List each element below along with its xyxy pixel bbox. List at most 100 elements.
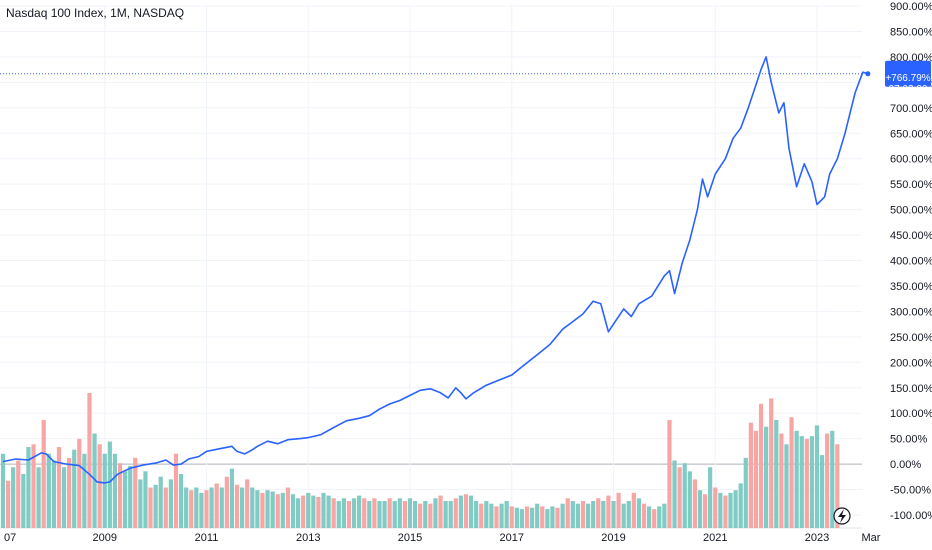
- volume-bar: [580, 501, 586, 528]
- x-tick-label: 2023: [805, 532, 829, 544]
- volume-bar: [336, 501, 341, 528]
- y-tick-label: 350.00%: [890, 281, 932, 293]
- volume-bar: [117, 463, 123, 528]
- chart-title: Nasdaq 100 Index, 1M, NASDAQ: [6, 6, 184, 20]
- volume-bar: [687, 471, 692, 528]
- y-tick-label: 850.00%: [890, 26, 932, 38]
- volume-bar: [535, 503, 540, 528]
- volume-bar: [753, 430, 759, 528]
- volume-bar: [814, 425, 820, 528]
- grid-layer: [0, 5, 862, 529]
- volume-bar: [616, 492, 621, 528]
- volume-bar: [738, 483, 743, 528]
- volume-bar: [128, 465, 133, 528]
- volume-bar: [825, 433, 830, 528]
- volume-bar: [438, 495, 443, 528]
- x-tick-label: 2015: [398, 532, 422, 544]
- volume-bar: [779, 433, 784, 528]
- volume-bar: [158, 476, 163, 528]
- volume-bar: [346, 501, 352, 528]
- y-tick-label: 700.00%: [890, 103, 932, 115]
- y-tick-label: 300.00%: [890, 306, 932, 318]
- y-tick-label: 200.00%: [890, 357, 932, 369]
- volume-bar: [189, 490, 194, 528]
- volume-bar: [209, 487, 214, 528]
- volume-bar: [5, 480, 11, 528]
- volume-bar: [36, 467, 41, 528]
- volume-bar: [575, 503, 580, 528]
- volume-bar: [647, 506, 652, 528]
- volume-bar: [479, 503, 484, 528]
- volume-bar: [692, 479, 697, 528]
- volume-bar: [311, 495, 316, 528]
- volume-bar: [341, 498, 346, 528]
- volume-bar: [819, 455, 825, 528]
- volume-bar: [382, 501, 387, 528]
- volume-bar: [331, 498, 336, 528]
- volume-bar: [26, 447, 31, 528]
- volume-bar: [784, 444, 789, 528]
- last-value-point: [865, 71, 871, 77]
- volume-bar: [758, 403, 764, 528]
- volume-bar: [301, 495, 306, 528]
- volume-bar: [153, 484, 158, 528]
- volume-bar: [290, 494, 296, 528]
- volume-bar: [591, 501, 596, 528]
- y-tick-label: -50.00%: [890, 485, 931, 497]
- volume-bar: [794, 430, 799, 528]
- volume-bar: [489, 503, 494, 528]
- volume-bar: [123, 471, 128, 528]
- volume-bar: [708, 467, 713, 528]
- volume-bar: [285, 487, 290, 528]
- volume-bar: [199, 492, 204, 528]
- volume-bar: [504, 501, 509, 528]
- volume-bar: [418, 503, 423, 528]
- lightning-icon[interactable]: [833, 507, 851, 525]
- volume-bar: [31, 444, 36, 528]
- volume-bar: [367, 501, 372, 528]
- y-tick-label: 100.00%: [890, 408, 932, 420]
- volume-bar: [774, 420, 779, 528]
- volume-bar: [275, 494, 280, 528]
- volume-bar: [641, 503, 647, 528]
- volume-bar: [407, 498, 413, 528]
- volume-bar: [178, 474, 184, 528]
- volume-bar: [657, 506, 662, 528]
- volume-bar: [499, 503, 504, 528]
- volume-bar: [51, 460, 56, 528]
- volume-bar: [560, 503, 565, 528]
- volume-bar: [82, 453, 87, 528]
- volume-bar: [453, 498, 458, 528]
- volume-bar: [362, 498, 367, 528]
- volume-bar: [204, 490, 209, 528]
- volume-bar: [631, 492, 636, 528]
- volume-bar: [733, 490, 738, 528]
- volume-bar: [234, 484, 240, 528]
- volume-bar: [41, 420, 46, 528]
- volume-bar: [245, 479, 250, 528]
- volume-bar: [423, 501, 428, 528]
- volume-bar: [448, 501, 453, 528]
- volume-bar: [626, 501, 631, 528]
- volume-bar: [585, 503, 591, 528]
- volume-bar: [72, 449, 77, 528]
- volume-bar: [474, 501, 479, 528]
- volume-bar: [214, 483, 219, 528]
- volume-bar: [545, 509, 550, 528]
- volume-bar: [372, 498, 377, 528]
- volume-bar: [107, 441, 112, 528]
- volume-bar: [138, 479, 143, 528]
- volume-bar: [16, 460, 21, 528]
- volume-bar: [97, 444, 102, 528]
- x-tick-label: Mar: [862, 532, 881, 544]
- volume-bar: [46, 453, 51, 528]
- volume-bar: [682, 463, 687, 528]
- volume-bar: [799, 436, 804, 528]
- volume-bar: [56, 447, 62, 528]
- volume-bar: [601, 501, 606, 528]
- volume-bar: [540, 506, 545, 528]
- volume-bar: [519, 509, 525, 528]
- volume-bar: [484, 501, 489, 528]
- volume-bar: [677, 467, 682, 528]
